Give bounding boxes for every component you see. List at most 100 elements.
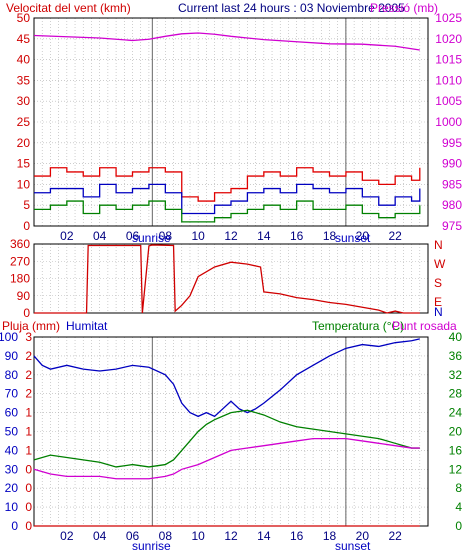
- wind-direction-panel: 0 90 180 270 360: [10, 237, 429, 320]
- pressure-ytick: 990: [442, 157, 462, 171]
- humidity-ytick: 90: [5, 349, 19, 363]
- pressure-title: Pressió (mb): [370, 1, 438, 15]
- wind-xtick: 08: [159, 229, 173, 243]
- hum-xtick: 12: [224, 529, 238, 543]
- pressure-ytick: 1000: [435, 115, 462, 129]
- wind-ytick: 0: [23, 219, 30, 233]
- series-humitat: [33, 338, 420, 418]
- wind-xtick: 04: [93, 229, 107, 243]
- rain-ytick: 1: [25, 406, 32, 420]
- wind-xtick: 16: [290, 229, 304, 243]
- wind-frame: [33, 17, 429, 227]
- humidity-ytick: 10: [5, 500, 19, 514]
- wind-xtick: 22: [388, 229, 402, 243]
- humidity-ytick: 40: [5, 443, 19, 457]
- pressure-ytick: 975: [442, 219, 462, 233]
- temp-ytick: 36: [449, 349, 463, 363]
- pressure-ytick: 1020: [435, 32, 462, 46]
- wind-ytick: 50: [17, 11, 31, 25]
- compass-labels: N W S E N: [434, 238, 446, 319]
- compass-w: W: [434, 257, 446, 271]
- temp-ytick: 20: [449, 425, 463, 439]
- pressure-ytick: 985: [442, 177, 462, 191]
- wind-ytick: 5: [23, 198, 30, 212]
- humidity-ytick: 80: [5, 368, 19, 382]
- hum-xtick: 22: [388, 529, 402, 543]
- wind-ytick: 20: [17, 136, 31, 150]
- temperature-title: Temperatura (°C): [312, 319, 404, 333]
- rain-ytick: 2: [25, 368, 32, 382]
- compass-n-top: N: [434, 238, 443, 252]
- pressure-ytick: 1010: [435, 73, 462, 87]
- pressure-ytick: 1005: [435, 94, 462, 108]
- series-pressi-: [33, 32, 420, 51]
- hum-xtick: 06: [126, 529, 140, 543]
- dir-ytick: 180: [10, 272, 30, 286]
- dewpoint-title: Punt rosada: [392, 319, 457, 333]
- wind-xtick: 10: [191, 229, 205, 243]
- series-temperatura: [33, 409, 420, 468]
- rain-ytick: 0: [25, 481, 32, 495]
- pressure-ytick: 1015: [435, 53, 462, 67]
- series-vent-m-nim: [34, 200, 421, 223]
- dir-ytick: 90: [17, 289, 31, 303]
- hum-xtick: 18: [323, 529, 337, 543]
- temp-ytick: 40: [449, 330, 463, 344]
- dir-ytick: 270: [10, 254, 30, 268]
- humidity-ytick: 70: [5, 387, 19, 401]
- wind-ytick: 45: [17, 32, 31, 46]
- pressure-ytick: 995: [442, 136, 462, 150]
- wind-ytick: 40: [17, 53, 31, 67]
- wind-ytick: 10: [17, 177, 31, 191]
- rain-ytick: 2: [25, 387, 32, 401]
- temp-ytick: 28: [449, 387, 463, 401]
- wind-pressure-panel: 0510152025303540455097598098599099510001…: [17, 11, 463, 243]
- wind-ytick: 30: [17, 94, 31, 108]
- series-punt-rosada: [33, 437, 420, 480]
- rain-ytick: 0: [25, 462, 32, 476]
- wind-ytick: 15: [17, 157, 31, 171]
- temp-ytick: 16: [449, 443, 463, 457]
- compass-e: E: [434, 295, 442, 309]
- hum-xtick: 14: [257, 529, 271, 543]
- current-title: Current last 24 hours : 03 Noviembre 200…: [178, 1, 405, 15]
- pressure-ytick: 980: [442, 198, 462, 212]
- temp-ytick: 12: [449, 462, 463, 476]
- wind-xtick: 14: [257, 229, 271, 243]
- temp-ytick: 32: [449, 368, 463, 382]
- rain-ytick: 0: [25, 500, 32, 514]
- series-r-fega: [34, 167, 421, 202]
- temp-ytick: 0: [455, 519, 462, 533]
- wind-xtick: 12: [224, 229, 238, 243]
- compass-n-bottom: N: [434, 305, 443, 319]
- pressure-ytick: 1025: [435, 11, 462, 25]
- sunset-label-3: sunset: [335, 539, 371, 552]
- hum-xtick: 02: [60, 529, 74, 543]
- compass-s: S: [434, 276, 442, 290]
- wind-xtick: 06: [126, 229, 140, 243]
- wind-ytick: 25: [17, 115, 31, 129]
- humidity-ytick: 20: [5, 481, 19, 495]
- wind-xtick: 20: [356, 229, 370, 243]
- humidity-ytick: 60: [5, 406, 19, 420]
- rain-title: Pluja (mm): [2, 319, 60, 333]
- hum-xtick: 08: [159, 529, 173, 543]
- wind-xtick: 02: [60, 229, 74, 243]
- dir-frame: [33, 243, 429, 314]
- humidity-title: Humitat: [66, 319, 108, 333]
- sunset-label-1: sunset: [335, 231, 371, 245]
- temp-ytick: 4: [455, 500, 462, 514]
- rain-ytick: 2: [25, 349, 32, 363]
- series-vent-mitj-: [34, 183, 421, 215]
- sunrise-label-3: sunrise: [132, 539, 171, 552]
- wind-xtick: 18: [323, 229, 337, 243]
- rain-ytick: 1: [25, 425, 32, 439]
- sunrise-label-1: sunrise: [132, 231, 171, 245]
- hum-frame: [33, 336, 429, 527]
- hum-xtick: 16: [290, 529, 304, 543]
- humidity-ytick: 100: [0, 330, 18, 344]
- dir-ytick: 0: [23, 306, 30, 320]
- rain-ytick: 0: [25, 519, 32, 533]
- rain-ytick: 3: [25, 330, 32, 344]
